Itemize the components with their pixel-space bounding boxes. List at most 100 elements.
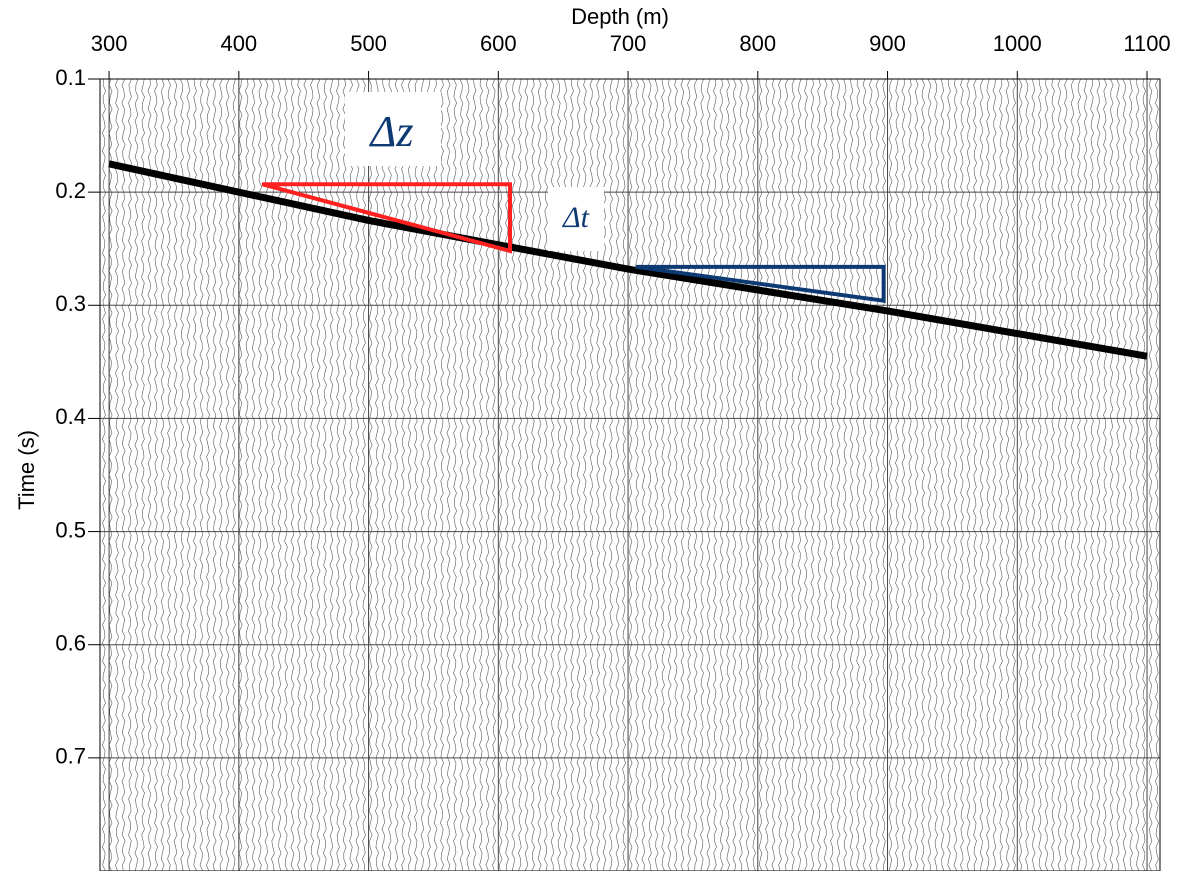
- seismic-trace: [811, 79, 814, 871]
- seismic-trace: [824, 79, 827, 871]
- seismic-trace: [889, 79, 892, 871]
- seismic-trace: [414, 79, 417, 871]
- seismic-trace: [479, 79, 482, 871]
- seismic-trace: [1071, 79, 1074, 871]
- seismic-trace: [518, 79, 521, 871]
- seismic-trace: [863, 79, 866, 871]
- y-tick-label: 0.1: [55, 65, 86, 90]
- seismic-trace: [128, 79, 131, 871]
- seismic-trace: [733, 79, 736, 871]
- y-tick-label: 0.2: [55, 178, 86, 203]
- x-tick-label: 1000: [993, 31, 1042, 56]
- seismic-trace: [284, 79, 287, 871]
- seismic-trace: [336, 79, 339, 871]
- seismic-trace: [694, 79, 697, 871]
- seismic-trace: [622, 79, 625, 871]
- seismic-trace: [219, 79, 222, 871]
- seismic-trace: [1012, 79, 1015, 871]
- seismic-trace: [421, 79, 424, 871]
- seismic-trace: [1084, 79, 1087, 871]
- seismic-trace: [908, 79, 911, 871]
- seismic-trace: [804, 79, 807, 871]
- seismic-trace: [180, 79, 183, 871]
- seismic-trace: [232, 79, 235, 871]
- seismic-trace: [876, 79, 879, 871]
- seismic-trace: [895, 79, 898, 871]
- seismic-trace: [193, 79, 196, 871]
- seismic-trace: [1097, 79, 1100, 871]
- seismic-trace: [427, 79, 430, 871]
- seismic-trace: [1103, 79, 1106, 871]
- seismic-trace: [947, 79, 950, 871]
- seismic-trace: [681, 79, 684, 871]
- seismic-trace: [843, 79, 846, 871]
- seismic-trace: [1019, 79, 1022, 871]
- x-tick-label: 800: [739, 31, 776, 56]
- seismic-trace: [746, 79, 749, 871]
- seismic-trace: [655, 79, 658, 871]
- seismic-trace: [830, 79, 833, 871]
- seismic-trace: [395, 79, 398, 871]
- x-tick-label: 900: [869, 31, 906, 56]
- seismic-trace: [869, 79, 872, 871]
- seismic-trace: [609, 79, 612, 871]
- seismic-trace: [772, 79, 775, 871]
- seismic-trace: [726, 79, 729, 871]
- seismic-trace: [960, 79, 963, 871]
- seismic-trace: [115, 79, 118, 871]
- x-tick-label: 500: [350, 31, 387, 56]
- seismic-trace: [447, 79, 450, 871]
- seismic-trace: [466, 79, 469, 871]
- seismic-trace: [668, 79, 671, 871]
- seismic-trace: [1077, 79, 1080, 871]
- seismic-trace: [765, 79, 768, 871]
- seismic-trace: [928, 79, 931, 871]
- seismic-trace: [720, 79, 723, 871]
- seismic-trace: [375, 79, 378, 871]
- seismic-trace: [473, 79, 476, 871]
- seismic-trace: [1025, 79, 1028, 871]
- seismic-trace: [1123, 79, 1126, 871]
- x-axis-label: Depth (m): [571, 4, 669, 29]
- seismic-trace: [980, 79, 983, 871]
- seismic-trace: [1090, 79, 1093, 871]
- seismic-trace: [856, 79, 859, 871]
- seismic-trace: [453, 79, 456, 871]
- x-tick-label: 700: [610, 31, 647, 56]
- seismic-trace: [1110, 79, 1113, 871]
- seismic-trace: [512, 79, 515, 871]
- seismic-trace: [1038, 79, 1041, 871]
- seismic-trace: [544, 79, 547, 871]
- seismic-trace: [499, 79, 502, 871]
- seismic-trace: [1142, 79, 1145, 871]
- y-tick-label: 0.6: [55, 631, 86, 656]
- seismic-trace: [369, 79, 372, 871]
- seismic-trace: [791, 79, 794, 871]
- seismic-trace: [486, 79, 489, 871]
- seismic-trace: [167, 79, 170, 871]
- seismic-trace: [915, 79, 918, 871]
- seismic-trace: [850, 79, 853, 871]
- seismic-trace: [174, 79, 177, 871]
- seismic-trace: [674, 79, 677, 871]
- seismic-trace: [141, 79, 144, 871]
- seismic-trace: [187, 79, 190, 871]
- seismic-trace: [122, 79, 125, 871]
- seismic-trace: [356, 79, 359, 871]
- seismic-trace: [713, 79, 716, 871]
- seismic-trace: [700, 79, 703, 871]
- seismic-trace: [154, 79, 157, 871]
- y-tick-label: 0.4: [55, 404, 86, 429]
- x-tick-label: 300: [91, 31, 128, 56]
- seismic-trace: [200, 79, 203, 871]
- seismic-trace: [707, 79, 710, 871]
- seismic-trace: [785, 79, 788, 871]
- seismic-trace: [492, 79, 495, 871]
- seismic-trace: [362, 79, 365, 871]
- seismic-trace: [986, 79, 989, 871]
- seismic-trace: [817, 79, 820, 871]
- seismic-trace: [752, 79, 755, 871]
- x-tick-label: 600: [480, 31, 517, 56]
- seismic-trace: [206, 79, 209, 871]
- seismic-trace: [642, 79, 645, 871]
